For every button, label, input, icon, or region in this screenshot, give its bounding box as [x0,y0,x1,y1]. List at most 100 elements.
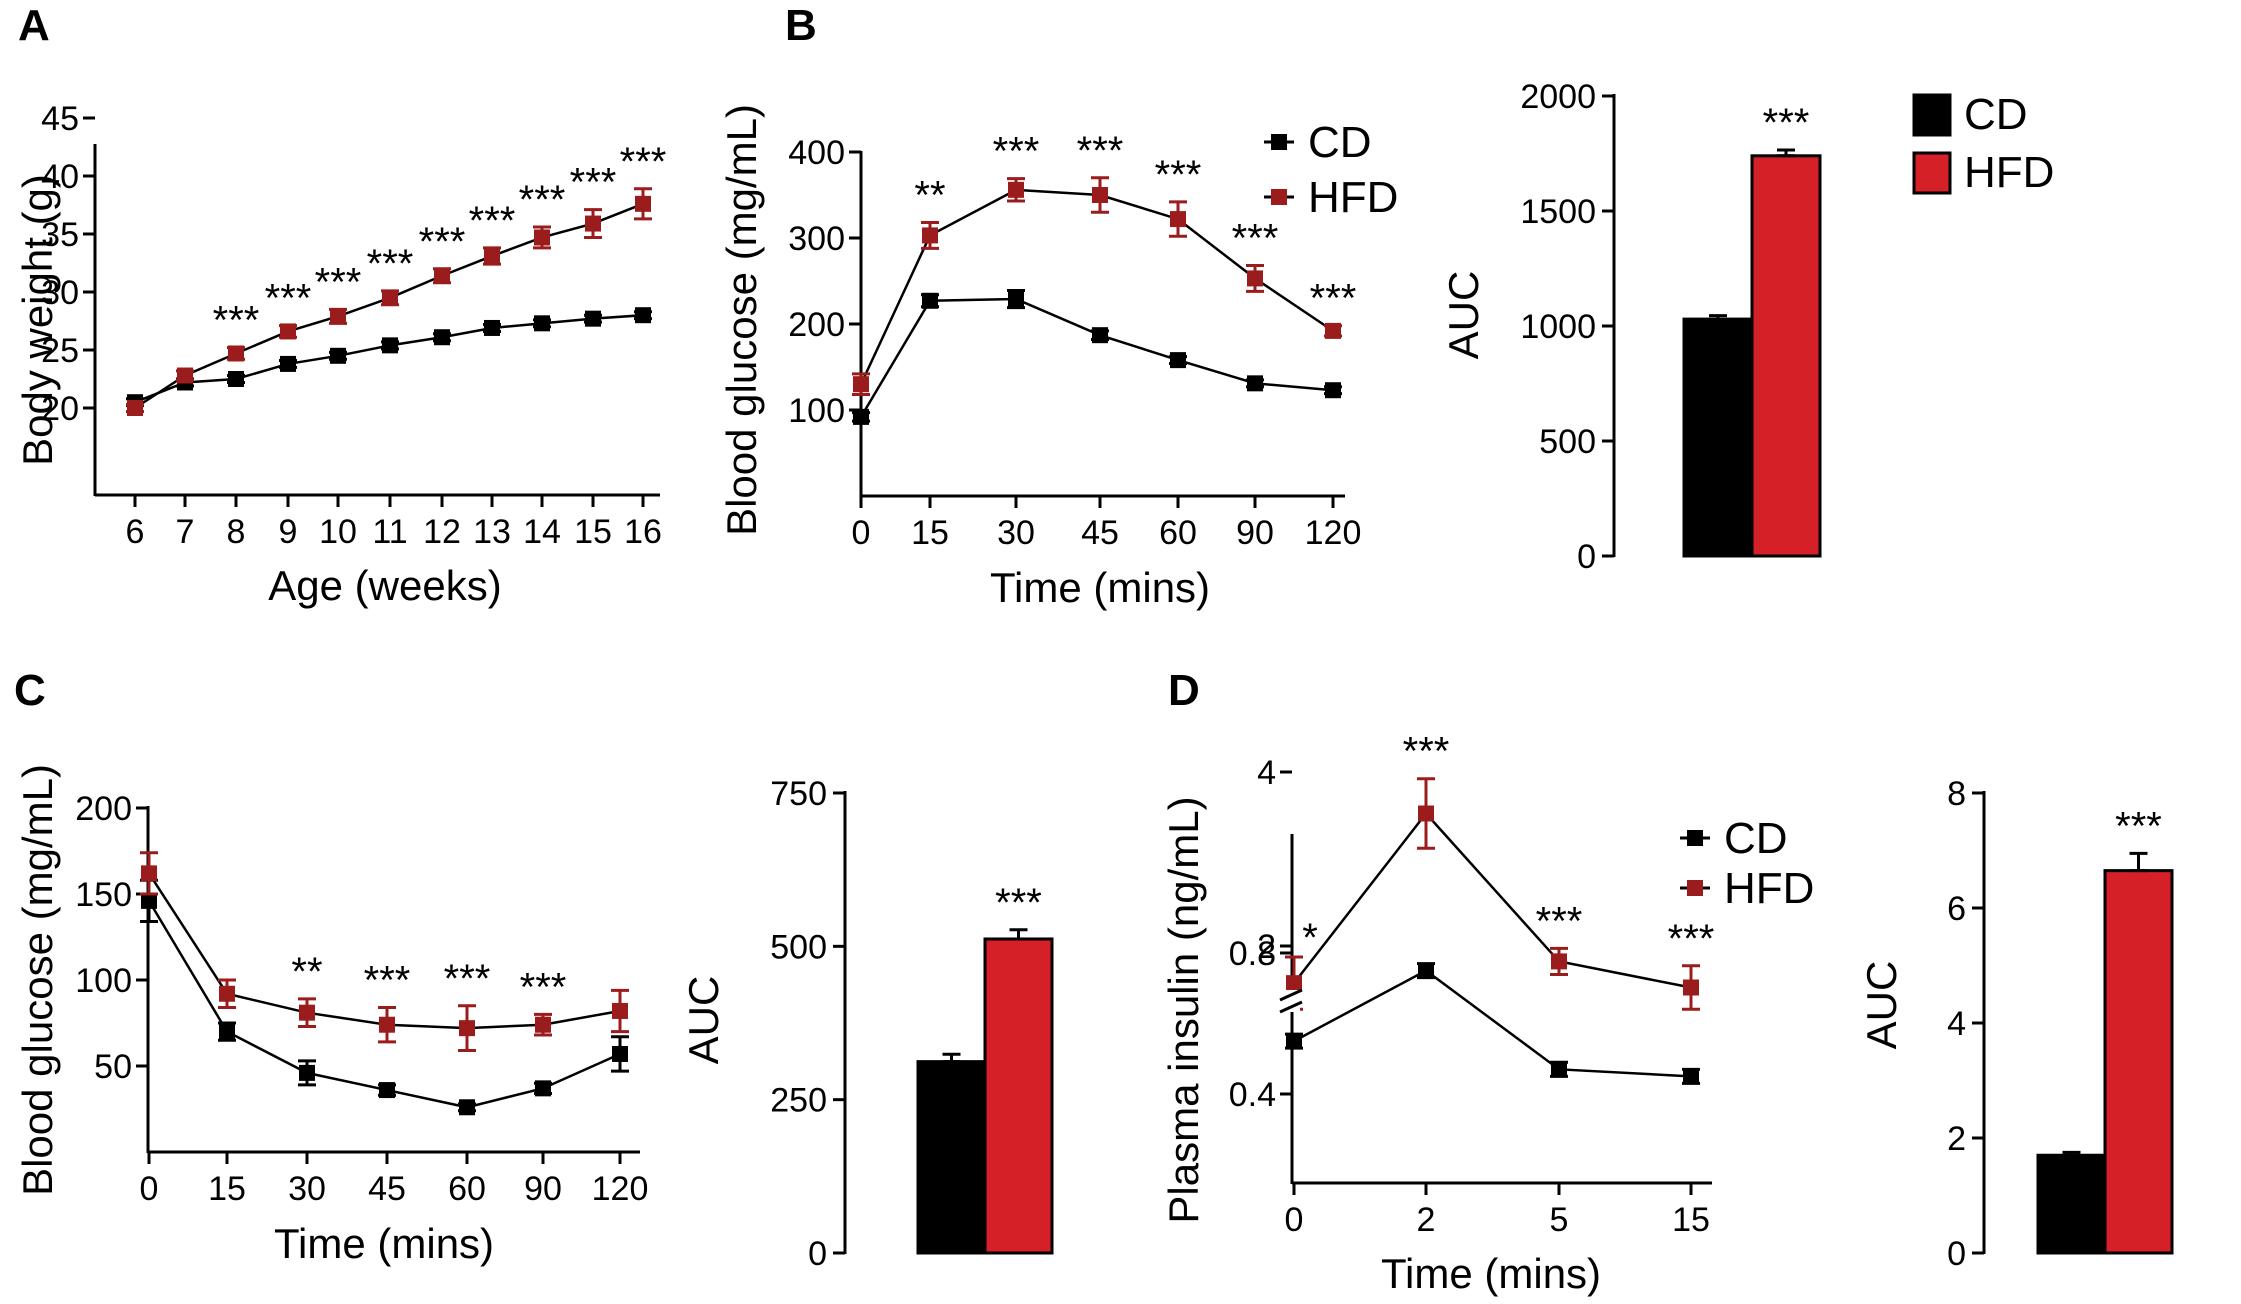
c-series-cd-point [219,1023,235,1040]
c-series-cd-point [141,892,157,909]
b-series-cd-line [859,297,1334,418]
b-significance-label: *** [1077,129,1124,173]
legend-label-hfd: HFD [1308,173,1398,222]
legend-marker [1271,189,1287,205]
d-xtick-label: 2 [1417,1201,1436,1239]
legend-entry-cd [1264,134,1294,150]
b-series-hfd-point [1325,322,1341,339]
b-series-cd-point [1325,382,1341,399]
a-series-cd-point [382,337,398,354]
a-significance-label: *** [620,140,667,184]
c-series-hfd-point [219,985,235,1002]
a-xtick-label: 13 [473,513,511,551]
a-xtick-label: 7 [176,513,195,551]
b-xtick-label: 45 [1081,514,1119,552]
legend-swatch-hfd [1912,151,1952,195]
d-series-cd-point [1286,1033,1302,1050]
c-auc-y-axis-label: AUC [680,976,727,1065]
b-series-cd-point [1092,327,1108,344]
a-series-cd-point [434,329,450,346]
d-x-axis-label: Time (mins) [1381,1250,1601,1297]
a-series-hfd-point [280,323,296,340]
c-auc-ytick-label: 500 [770,928,827,966]
legend-marker [1687,830,1703,846]
b-series-cd-point [1008,291,1024,308]
d-series-hfd-point [1418,805,1434,822]
d-series-cd-line [1293,969,1692,1078]
panel-label-c: C [14,666,46,715]
b-y-axis-label: Blood glucose (mg/mL) [718,104,765,536]
c-x-axis-label: Time (mins) [274,1220,494,1267]
c-auc-ytick-label: 750 [770,775,827,813]
d-xtick-label: 0 [1285,1201,1304,1239]
d-ytick-label: 0.4 [1229,1076,1276,1114]
a-series-hfd-point [127,400,143,416]
b-auc-y-axis-label: AUC [1440,271,1487,360]
c-ytick-label: 200 [75,790,132,828]
legend-label-cd: CD [1724,814,1788,863]
b-xtick-label: 90 [1236,514,1274,552]
a-ytick-label: 20 [41,390,79,428]
c-significance-label: *** [520,965,567,1009]
d-significance-label: *** [1668,917,1715,961]
b-series-cd-point [853,408,869,425]
b-auc-ytick-label: 0 [1577,538,1596,576]
c-significance-label: *** [364,959,411,1003]
c-ytick-label: 50 [94,1048,132,1086]
legend-label-hfd: HFD [1724,864,1814,913]
a-significance-label: *** [570,161,617,205]
a-significance-label: *** [419,220,466,264]
b-auc-bar-cd [1682,317,1754,558]
d-ytick-label: 2 [1257,928,1276,966]
b-significance-label: *** [1310,277,1357,321]
b-series-hfd-point [1247,270,1263,287]
a-series-hfd-point [434,267,450,284]
a-series-hfd-point [382,289,398,306]
c-significance-label: ** [291,950,322,994]
a-xtick-label: 10 [319,513,357,551]
c-significance-label: *** [444,957,491,1001]
d-auc-ytick-label: 2 [1947,1120,1966,1158]
d-significance-label: * [1302,916,1318,960]
a-series-hfd-point [177,367,193,384]
c-series-cd-point [299,1064,315,1081]
b-series-cd-point [922,292,938,309]
b-significance-label: *** [1155,153,1202,197]
a-series-cd-point [484,319,500,336]
c-series-cd-point [379,1082,395,1099]
b-series-hfd-point [922,227,938,244]
a-significance-label: *** [213,299,260,343]
c-series-hfd-point [379,1016,395,1033]
b-auc-significance-label: *** [1763,101,1810,145]
c-auc-ytick-label: 0 [808,1235,827,1273]
legend-marker [1687,880,1703,896]
d-auc-bar-hfd [2103,869,2174,1255]
b-significance-label: ** [914,174,945,218]
legend-entry-cd [1680,830,1710,846]
c-xtick-label: 0 [140,1170,159,1208]
d-auc-y-axis-label: AUC [1858,961,1905,1050]
d-series-cd-point [1683,1068,1699,1085]
a-significance-label: *** [265,277,312,321]
c-series-hfd-point [612,1002,628,1019]
d-auc-significance-label: *** [2115,804,2162,848]
b-auc-ytick-label: 1000 [1520,308,1596,346]
d-significance-label: *** [1403,730,1450,774]
b-auc-ytick-label: 2000 [1520,78,1596,116]
a-xtick-label: 8 [227,513,246,551]
c-series-hfd-point [299,1004,315,1021]
legend-entry-hfd [1680,880,1710,896]
c-auc-bar-cd [916,1060,987,1255]
a-series-hfd-point [635,195,651,212]
a-xtick-label: 15 [574,513,612,551]
c-ytick-label: 150 [75,876,132,914]
d-axis-break-mark [1279,1000,1303,1014]
d-series-hfd-point [1286,975,1302,992]
legend-entry-hfd [1264,189,1294,205]
a-xtick-label: 16 [624,513,662,551]
b-series-hfd-point [1008,181,1024,198]
c-auc-bar-cd-errorbar [942,1052,961,1064]
a-series-cd-point [635,307,651,324]
legend-swatch-cd [1912,93,1952,137]
